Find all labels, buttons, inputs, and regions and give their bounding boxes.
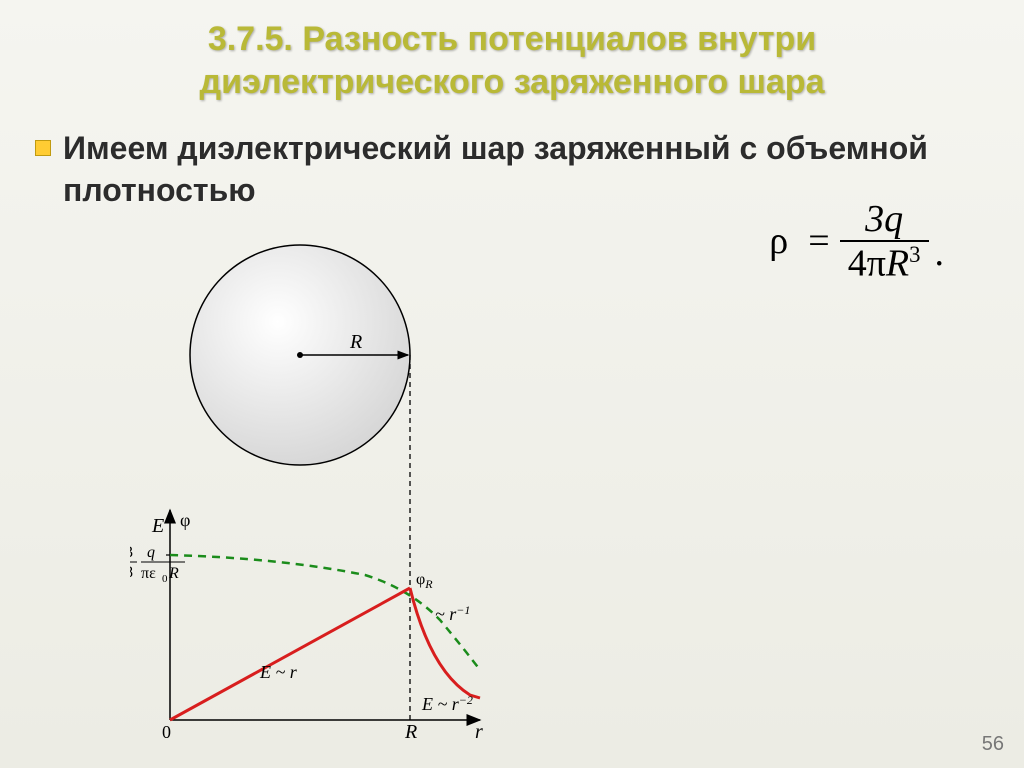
svg-text:8: 8 bbox=[130, 564, 133, 581]
r-inv-label: ~ r−1 bbox=[435, 603, 470, 624]
E-prop-r-label: E ~ r bbox=[259, 662, 298, 682]
formula-period: . bbox=[935, 231, 945, 275]
body-text-block: Имеем диэлектрический шар заряженный с о… bbox=[35, 128, 994, 211]
E-prop-r2-label: E ~ r−2 bbox=[421, 693, 473, 714]
phi-R-label: φR bbox=[416, 571, 433, 591]
figure-svg: R E φ r 0 R 3 8 q πε 0 R bbox=[130, 240, 490, 750]
E-line-inside bbox=[170, 588, 410, 720]
formula-denominator: 4πR3 bbox=[840, 240, 929, 283]
svg-text:3: 3 bbox=[130, 544, 133, 561]
origin-label: 0 bbox=[162, 722, 171, 742]
y-axis-label-E: E bbox=[151, 515, 164, 537]
svg-text:q: q bbox=[147, 544, 155, 561]
R-tick-label: R bbox=[404, 721, 417, 743]
body-text: Имеем диэлектрический шар заряженный с о… bbox=[63, 128, 994, 211]
formula-eq: = bbox=[808, 219, 829, 263]
formula-numerator: 3q bbox=[857, 200, 911, 240]
page-number: 56 bbox=[982, 733, 1004, 756]
svg-text:R: R bbox=[168, 565, 179, 582]
title-line-1: 3.7.5. Разность потенциалов внутри bbox=[208, 20, 816, 58]
y-axis-fraction-label: 3 8 q πε 0 R bbox=[130, 544, 185, 585]
title-line-2: диэлектрического заряженного шара bbox=[200, 63, 825, 101]
sphere-radius-label: R bbox=[349, 331, 362, 353]
svg-text:0: 0 bbox=[162, 573, 168, 585]
density-formula: ρ = 3q 4πR3 . bbox=[769, 200, 944, 283]
formula-lhs: ρ bbox=[769, 219, 788, 263]
slide: 3.7.5. Разность потенциалов внутри диэле… bbox=[0, 0, 1024, 768]
slide-title: 3.7.5. Разность потенциалов внутри диэле… bbox=[0, 18, 1024, 103]
y-axis-label-phi: φ bbox=[180, 510, 190, 530]
formula-fraction: 3q 4πR3 bbox=[840, 200, 929, 283]
svg-text:πε: πε bbox=[141, 565, 156, 582]
bullet-icon bbox=[35, 140, 51, 156]
x-axis-label-r: r bbox=[475, 721, 483, 743]
